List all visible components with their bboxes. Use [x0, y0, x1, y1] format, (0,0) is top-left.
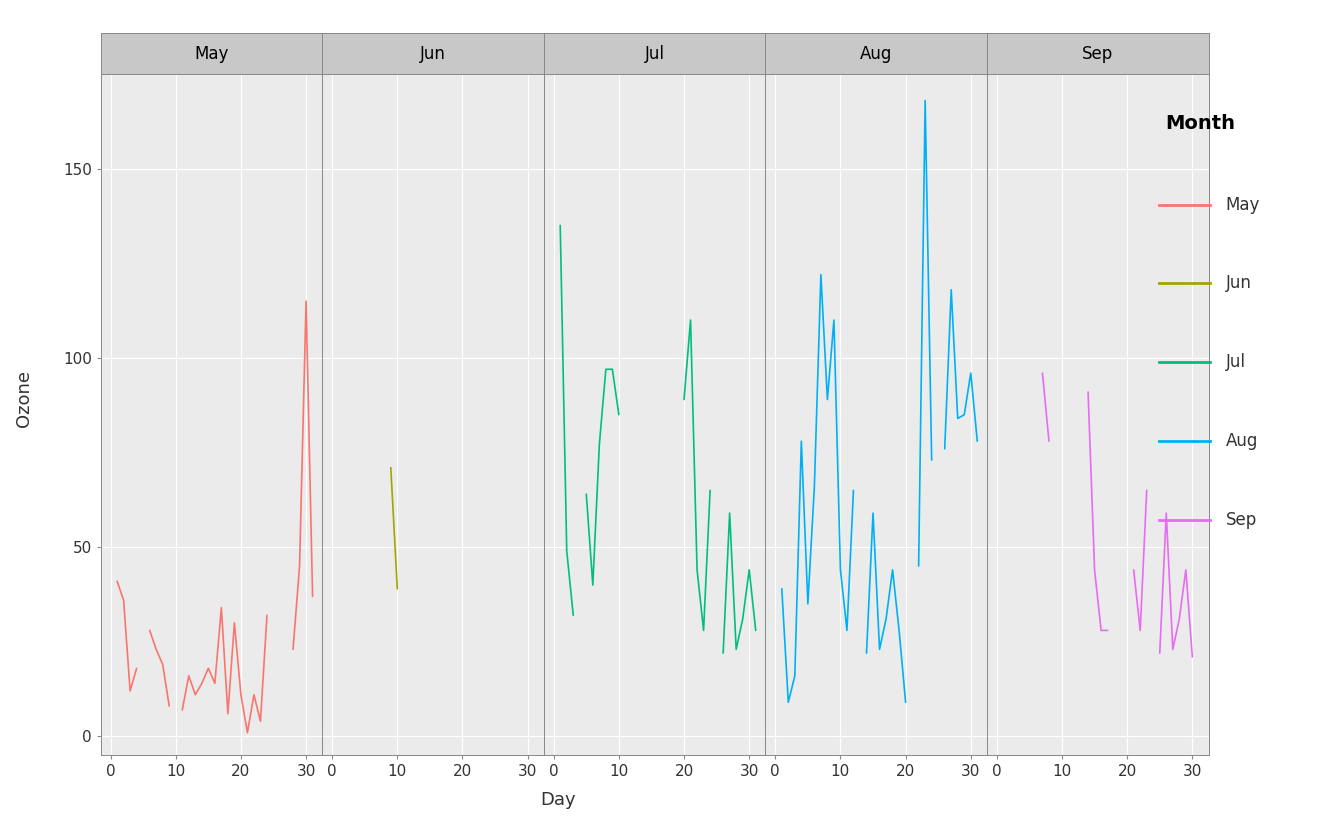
Text: Sep: Sep — [1226, 511, 1257, 529]
Text: May: May — [195, 45, 228, 62]
Text: Aug: Aug — [860, 45, 892, 62]
Text: May: May — [1226, 196, 1261, 213]
Text: Day: Day — [540, 791, 575, 809]
Text: Sep: Sep — [1082, 45, 1113, 62]
Text: Month: Month — [1165, 114, 1235, 133]
Text: Jun: Jun — [421, 45, 446, 62]
Text: Jul: Jul — [645, 45, 665, 62]
Text: Jul: Jul — [1226, 354, 1246, 371]
Text: Jun: Jun — [1226, 275, 1251, 292]
Text: Aug: Aug — [1226, 432, 1258, 450]
Text: Ozone: Ozone — [15, 370, 34, 427]
